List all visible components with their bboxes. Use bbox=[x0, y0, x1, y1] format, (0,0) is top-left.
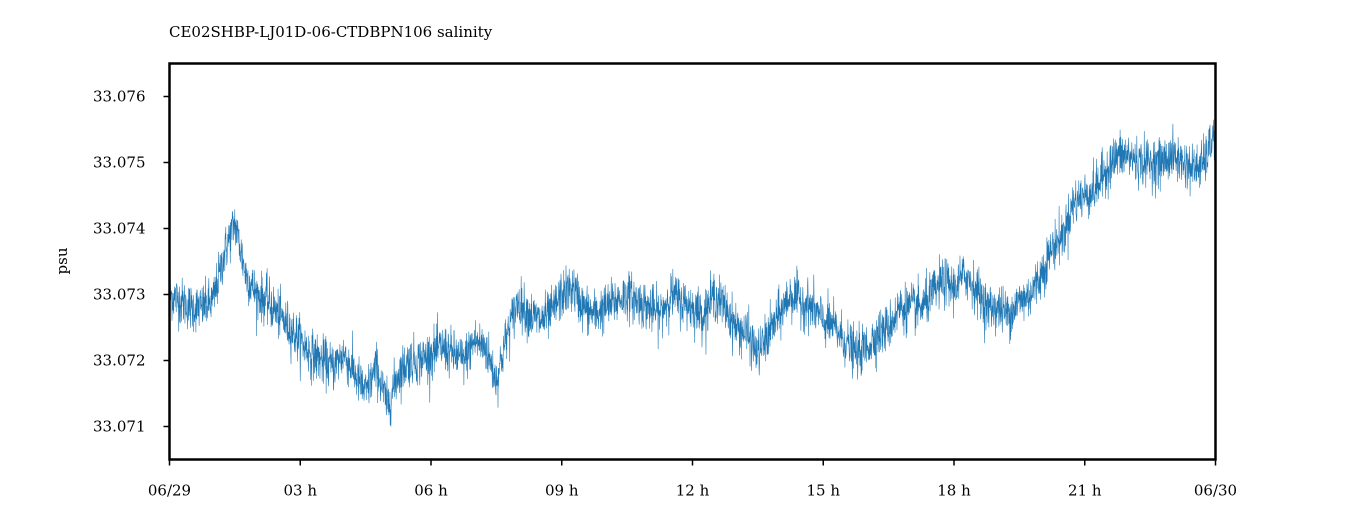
x-tick-label: 09 h bbox=[545, 482, 579, 500]
chart-title: CE02SHBP-LJ01D-06-CTDBPN106 salinity bbox=[169, 23, 493, 41]
x-tick-label: 18 h bbox=[937, 482, 971, 500]
y-tick-label: 33.076 bbox=[93, 88, 146, 106]
x-axis-ticks: 06/29 03 h 06 h 09 h 12 h 15 h 18 h 21 h 06/30 bbox=[148, 459, 1237, 500]
y-tick-label: 33.072 bbox=[93, 352, 146, 370]
x-tick-label: 06/30 bbox=[1194, 482, 1237, 500]
x-tick-label: 03 h bbox=[283, 482, 317, 500]
y-tick-label: 33.075 bbox=[93, 154, 146, 172]
x-tick-label: 21 h bbox=[1068, 482, 1102, 500]
y-tick-label: 33.071 bbox=[93, 418, 146, 436]
y-tick-label: 33.073 bbox=[93, 286, 146, 304]
x-tick-label: 15 h bbox=[806, 482, 840, 500]
x-tick-label: 06 h bbox=[414, 482, 448, 500]
salinity-series-line bbox=[169, 106, 1216, 427]
y-axis-ticks: 33.071 33.072 33.073 33.074 33.075 33.076 bbox=[93, 88, 170, 436]
x-tick-label: 06/29 bbox=[148, 482, 191, 500]
y-axis-label: psu bbox=[53, 247, 71, 274]
series-layer bbox=[169, 106, 1216, 427]
y-tick-label: 33.074 bbox=[93, 220, 146, 238]
plot-frame bbox=[168, 62, 1217, 461]
x-tick-label: 12 h bbox=[676, 482, 710, 500]
